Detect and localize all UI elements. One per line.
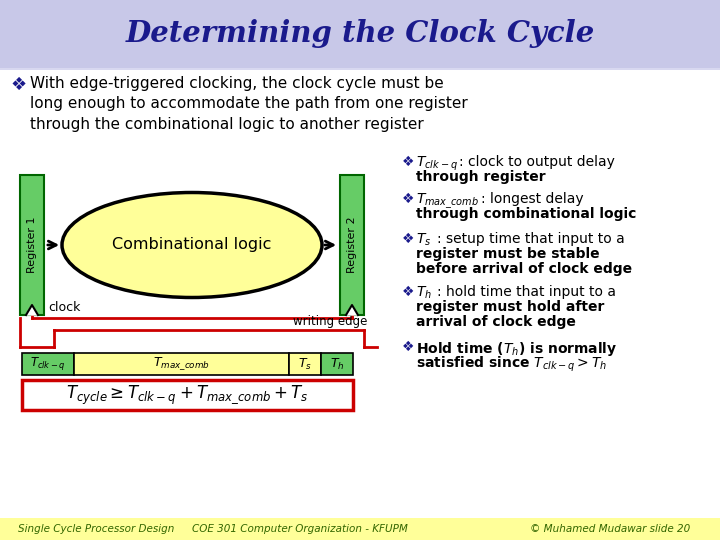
Text: : clock to output delay: : clock to output delay (459, 155, 615, 169)
Bar (20, 175, 44, 315)
Text: $T_{clk-q}$: $T_{clk-q}$ (30, 355, 66, 373)
Text: ❖: ❖ (402, 192, 415, 206)
Text: arrival of clock edge: arrival of clock edge (416, 315, 576, 329)
Text: through register: through register (416, 170, 546, 184)
Text: ❖: ❖ (402, 340, 415, 354)
Text: $T_s$: $T_s$ (416, 232, 431, 248)
Text: © Muhamed Mudawar slide 20: © Muhamed Mudawar slide 20 (530, 524, 690, 534)
Bar (340, 175, 364, 315)
Text: register must hold after: register must hold after (416, 300, 604, 314)
Bar (321, 353, 353, 375)
Text: Register 2: Register 2 (347, 217, 357, 273)
Text: $T_h$: $T_h$ (330, 356, 344, 372)
Text: : setup time that input to a: : setup time that input to a (437, 232, 625, 246)
Text: $T_{clk-q}$: $T_{clk-q}$ (416, 155, 458, 173)
Text: ❖: ❖ (402, 232, 415, 246)
Bar (0, 70, 720, 540)
Text: $T_{max\_comb}$: $T_{max\_comb}$ (153, 356, 210, 373)
Text: register must be stable: register must be stable (416, 247, 600, 261)
Polygon shape (26, 305, 38, 315)
Text: Combinational logic: Combinational logic (112, 238, 271, 253)
Text: Register 1: Register 1 (27, 217, 37, 273)
Text: Hold time ($T_h$) is normally: Hold time ($T_h$) is normally (416, 340, 618, 358)
Text: $T_{cycle} \geq T_{clk-q} + T_{max\_comb} + T_s$: $T_{cycle} \geq T_{clk-q} + T_{max\_comb… (66, 384, 309, 406)
Text: Determining the Clock Cycle: Determining the Clock Cycle (125, 19, 595, 49)
Text: clock: clock (48, 301, 81, 314)
Text: Single Cycle Processor Design: Single Cycle Processor Design (18, 524, 174, 534)
Text: : hold time that input to a: : hold time that input to a (437, 285, 616, 299)
Bar (22, 380, 353, 410)
Text: before arrival of clock edge: before arrival of clock edge (416, 262, 632, 276)
Text: With edge-triggered clocking, the clock cycle must be
long enough to accommodate: With edge-triggered clocking, the clock … (30, 76, 468, 132)
Bar (289, 353, 321, 375)
Text: $T_s$: $T_s$ (298, 356, 312, 372)
Text: COE 301 Computer Organization - KFUPM: COE 301 Computer Organization - KFUPM (192, 524, 408, 534)
Text: satisfied since $T_{clk-q} > T_h$: satisfied since $T_{clk-q} > T_h$ (416, 355, 607, 374)
Text: : longest delay: : longest delay (481, 192, 584, 206)
Text: through combinational logic: through combinational logic (416, 207, 636, 221)
Text: ❖: ❖ (402, 155, 415, 169)
Text: $T_h$: $T_h$ (416, 285, 432, 301)
Ellipse shape (62, 192, 322, 298)
Text: ❖: ❖ (402, 285, 415, 299)
Text: $T_{max\_comb}$: $T_{max\_comb}$ (416, 192, 479, 212)
Text: writing edge: writing edge (292, 315, 367, 328)
Bar (0, 0, 720, 68)
Polygon shape (346, 305, 358, 315)
Bar (74, 353, 289, 375)
Text: ❖: ❖ (10, 76, 26, 94)
Bar (22, 353, 74, 375)
Bar (0, 518, 720, 540)
